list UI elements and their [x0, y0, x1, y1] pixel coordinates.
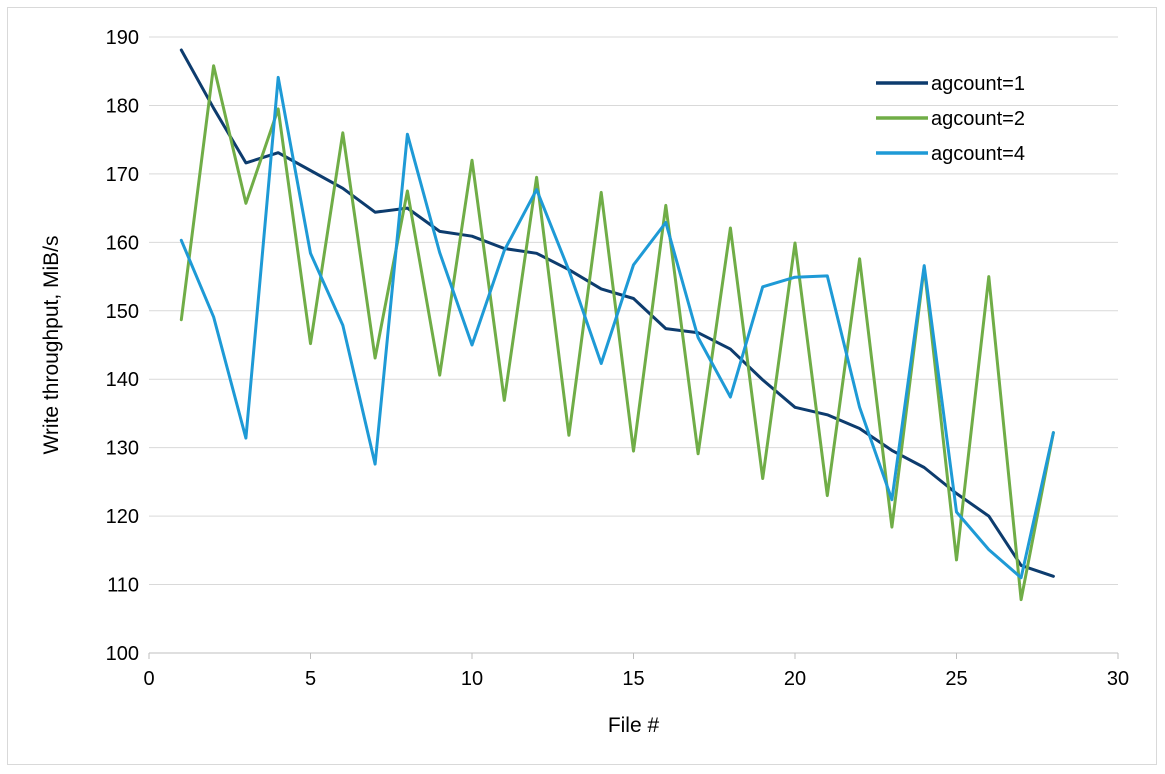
legend-label: agcount=4: [931, 143, 1025, 165]
y-axis-title: Write throughput, MiB/s: [40, 235, 63, 454]
y-tick-label: 130: [106, 438, 139, 460]
chart-svg: 0 5 10 15 20 25 30 100 110 120 130 140 150 160 170 180…: [40, 27, 1129, 737]
x-tick-label: 0: [143, 668, 154, 690]
series-line-2: [179, 64, 1055, 602]
y-tick-label: 120: [106, 506, 139, 528]
series-line-1: [179, 48, 1055, 578]
y-tick-labels: 100 110 120 130 140 150 160 170 180 190: [106, 27, 139, 665]
y-tick-label: 190: [106, 27, 139, 49]
x-tick-label: 25: [945, 668, 967, 690]
legend-item: agcount=4: [876, 143, 1025, 165]
axes: [148, 652, 1119, 659]
y-tick-label: 110: [107, 575, 139, 597]
legend-label: agcount=2: [931, 108, 1025, 130]
legend-item: agcount=1: [876, 73, 1025, 95]
series-lines: [179, 48, 1055, 602]
legend: agcount=1 agcount=2 agcount=4: [876, 73, 1025, 165]
x-tick-labels: 0 5 10 15 20 25 30: [143, 668, 1129, 690]
x-tick-label: 10: [461, 668, 483, 690]
y-tick-label: 160: [106, 232, 139, 254]
x-axis-title: File #: [608, 714, 660, 737]
y-tick-label: 150: [106, 301, 139, 323]
y-tick-label: 180: [106, 95, 139, 117]
x-tick-label: 15: [622, 668, 644, 690]
chart-frame: 0 5 10 15 20 25 30 100 110 120 130 140 150 160 170 180…: [7, 7, 1157, 765]
gridlines: [149, 36, 1118, 586]
legend-item: agcount=2: [876, 108, 1025, 130]
y-tick-label: 140: [106, 369, 139, 391]
y-tick-label: 100: [106, 643, 139, 665]
x-tick-label: 20: [784, 668, 806, 690]
series-line-3: [179, 75, 1055, 580]
y-tick-label: 170: [106, 164, 139, 186]
legend-label: agcount=1: [931, 73, 1025, 95]
x-tick-label: 5: [305, 668, 316, 690]
x-tick-label: 30: [1107, 668, 1129, 690]
